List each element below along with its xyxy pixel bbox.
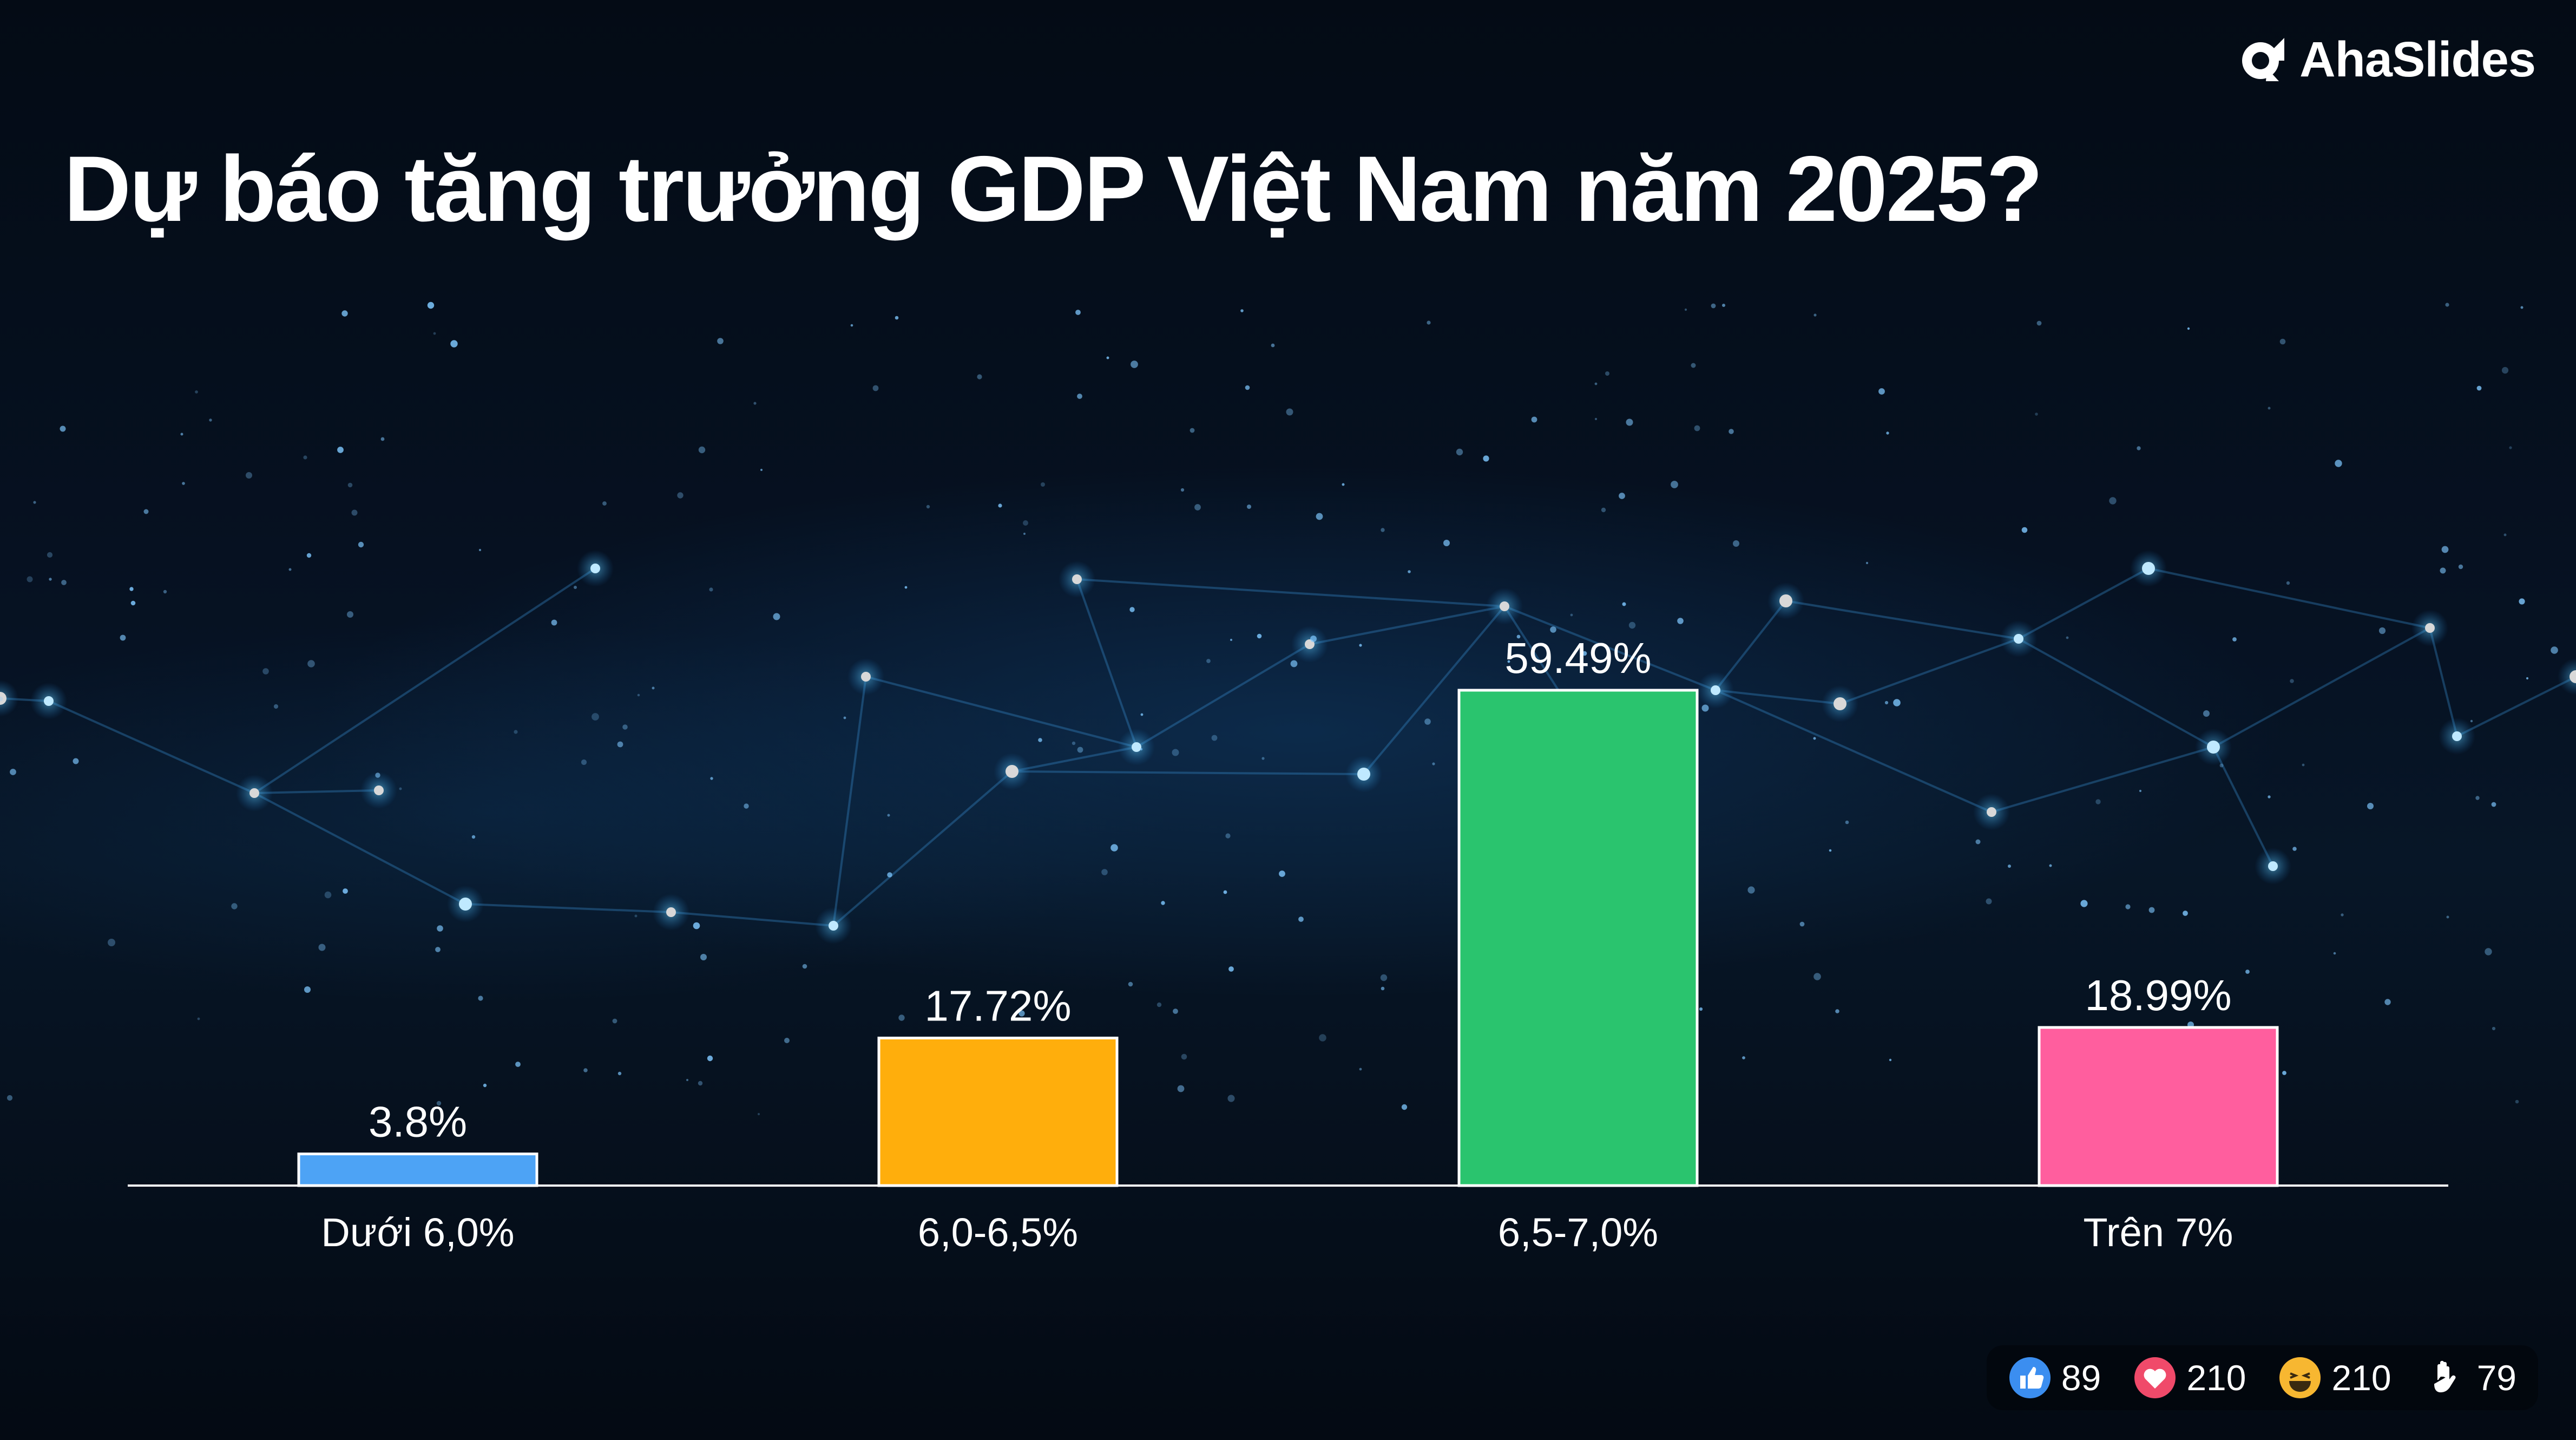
bar-value-label-3: 59.49%: [1504, 634, 1651, 682]
brand-logo: AhaSlides: [2235, 30, 2536, 89]
reaction-raised-hand[interactable]: 79: [2424, 1356, 2516, 1399]
reaction-count: 210: [2331, 1358, 2391, 1398]
bar-value-label-4: 18.99%: [2085, 971, 2231, 1019]
reaction-count: 79: [2476, 1358, 2516, 1398]
reactions-bar: 89 210 210 79: [1986, 1345, 2538, 1410]
laughing-face-icon: [2279, 1357, 2321, 1398]
reaction-heart[interactable]: 210: [2133, 1356, 2246, 1399]
category-label-4: Trên 7%: [2084, 1210, 2233, 1255]
raised-hand-icon: [2434, 1360, 2456, 1393]
heart-icon: [2134, 1357, 2176, 1398]
ahaslides-logo-icon: [2242, 38, 2285, 81]
bar-3: [1457, 689, 1699, 1187]
brand-name: AhaSlides: [2299, 31, 2536, 87]
bar-value-label-1: 3.8%: [369, 1098, 467, 1146]
reaction-count: 89: [2061, 1358, 2101, 1398]
reaction-thumbs-up[interactable]: 89: [2008, 1356, 2101, 1399]
thumbs-up-icon: [2009, 1357, 2051, 1398]
bar-2: [877, 1036, 1119, 1187]
bar-4: [2038, 1026, 2279, 1187]
question-title: Dự báo tăng trưởng GDP Việt Nam năm 2025…: [64, 137, 2043, 241]
category-label-1: Dưới 6,0%: [321, 1210, 514, 1255]
reaction-count: 210: [2186, 1358, 2246, 1398]
category-label-3: 6,5-7,0%: [1498, 1210, 1658, 1255]
bar-value-label-2: 17.72%: [924, 981, 1071, 1030]
category-label-2: 6,0-6,5%: [918, 1210, 1078, 1255]
bar-1: [297, 1153, 538, 1187]
reaction-laughing-face[interactable]: 210: [2278, 1356, 2391, 1399]
